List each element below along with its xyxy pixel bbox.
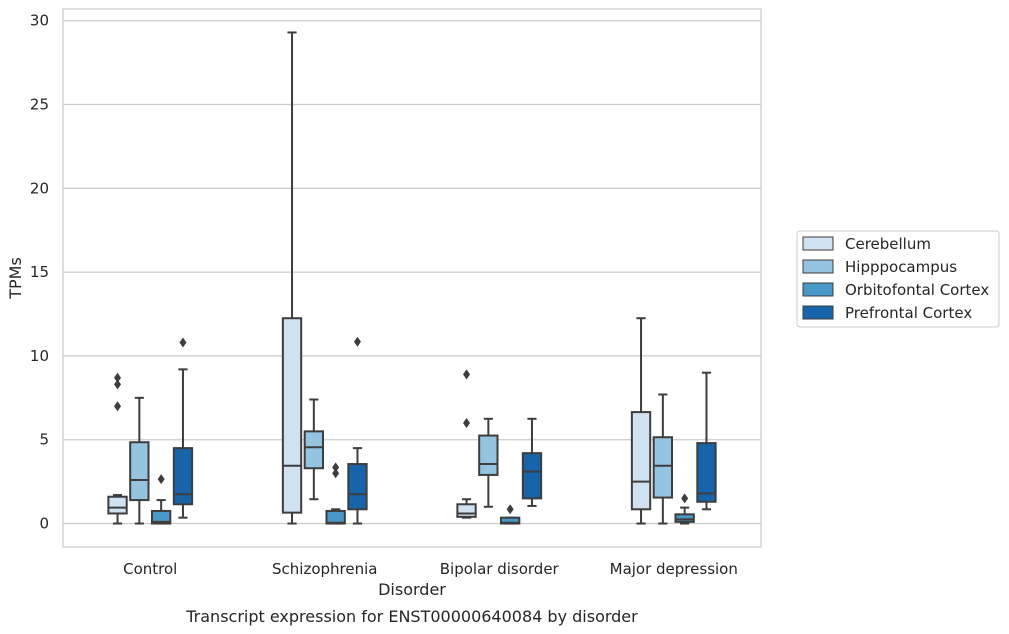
- box-body: [652, 436, 674, 499]
- y-tick-label: 10: [30, 347, 49, 365]
- legend-swatch: [802, 259, 834, 274]
- legend-entry-label: Orbitofontal Cortex: [845, 281, 989, 299]
- legend-frame: [796, 230, 1000, 328]
- box-group: [150, 474, 172, 525]
- outlier-marker: [179, 337, 187, 348]
- box-group: [172, 337, 194, 519]
- box-body: [172, 447, 194, 506]
- box-group: [281, 31, 303, 525]
- outlier-marker: [157, 474, 165, 485]
- y-tick-label: 20: [30, 179, 49, 197]
- legend-swatch: [802, 282, 834, 297]
- outlier-marker: [114, 379, 122, 390]
- box-group: [107, 372, 128, 525]
- box-body: [456, 503, 477, 518]
- box-body: [303, 430, 325, 470]
- boxes-layer: [107, 31, 717, 525]
- outlier-marker: [681, 493, 689, 504]
- box-group: [652, 393, 674, 525]
- box-body: [107, 495, 128, 515]
- legend-swatch: [802, 305, 834, 320]
- outlier-marker: [353, 336, 361, 347]
- outlier-marker: [114, 372, 122, 383]
- box-group: [478, 417, 499, 508]
- legend-entry-label: Prefrontal Cortex: [845, 304, 972, 322]
- outlier-marker: [463, 369, 471, 380]
- outlier-marker: [332, 468, 340, 479]
- box-body: [696, 442, 717, 503]
- box-body: [478, 434, 499, 476]
- box-body: [347, 463, 368, 511]
- box-group: [129, 396, 150, 525]
- box-body: [150, 509, 172, 525]
- box-body: [129, 441, 150, 502]
- box-body: [281, 317, 303, 514]
- figure-caption: Transcript expression for ENST0000064008…: [185, 607, 638, 626]
- box-group: [630, 317, 652, 525]
- legend-entry-label: Hipppocampus: [845, 258, 957, 276]
- box-group: [303, 398, 325, 501]
- box-group: [696, 371, 717, 511]
- legend-swatch: [802, 236, 834, 251]
- y-tick-label: 30: [30, 12, 49, 30]
- x-tick-label: Major depression: [610, 560, 738, 578]
- outlier-marker: [114, 401, 122, 412]
- outlier-marker: [332, 462, 340, 473]
- y-tick-label: 5: [39, 431, 49, 449]
- x-tick-labels: Control Schizophrenia Bipolar disorder Majo…: [123, 560, 738, 578]
- x-axis-label: Disorder: [378, 580, 446, 599]
- plot-frame: [62, 8, 762, 548]
- y-tick-labels: 0 5 10 15 20 25 30: [30, 12, 49, 533]
- box-body: [674, 513, 695, 523]
- x-tick-label: Control: [123, 560, 177, 578]
- outlier-marker: [506, 504, 514, 515]
- y-tick-label: 15: [30, 263, 49, 281]
- x-tick-label: Bipolar disorder: [440, 560, 560, 578]
- box-body: [630, 411, 652, 511]
- y-tick-label: 25: [30, 96, 49, 114]
- box-group: [521, 417, 543, 507]
- box-group: [456, 369, 477, 519]
- box-group: [325, 462, 346, 525]
- box-group: [674, 493, 695, 525]
- outlier-marker: [463, 417, 471, 428]
- box-group: [499, 504, 521, 525]
- y-tick-label: 0: [39, 515, 49, 533]
- grid-layer: [63, 20, 761, 525]
- x-tick-label: Schizophrenia: [272, 560, 377, 578]
- legend: Cerebellum Hipppocampus Orbitofontal Corte…: [796, 230, 1000, 328]
- legend-entry-label: Cerebellum: [845, 235, 931, 253]
- box-body: [325, 509, 346, 525]
- box-body: [521, 452, 543, 500]
- y-axis-label: TPMs: [6, 257, 25, 300]
- box-group: [347, 336, 368, 525]
